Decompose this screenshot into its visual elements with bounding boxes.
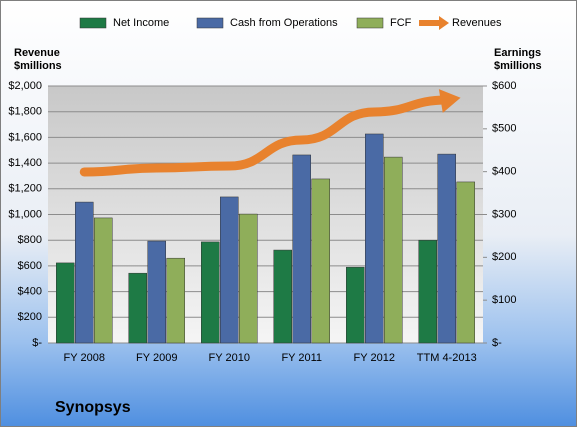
bar (128, 272, 147, 344)
bar (456, 181, 475, 344)
bar (56, 262, 75, 344)
bar (94, 217, 113, 344)
y-tick-label: $800 (18, 234, 42, 246)
y-tick-label: $600 (18, 260, 42, 272)
legend-swatch (79, 17, 107, 29)
legend-label: Cash from Operations (230, 17, 338, 29)
y-tick-label: $1,000 (8, 208, 42, 220)
legend-label: FCF (390, 17, 412, 29)
bar (384, 156, 403, 344)
bar (346, 266, 365, 344)
x-tick-label: FY 2011 (281, 352, 322, 364)
y-tick-label: $- (32, 337, 42, 349)
bar (418, 239, 437, 344)
x-tick-label: FY 2009 (136, 352, 177, 364)
legend-swatch (439, 16, 449, 30)
y-tick-label: $200 (18, 311, 42, 323)
y-tick-label: $2,000 (8, 80, 42, 92)
y2-tick-label: $- (492, 337, 502, 349)
bar (365, 133, 384, 344)
bar (75, 201, 94, 344)
y-axis-title: Revenue $millions (14, 47, 62, 72)
bar (292, 154, 311, 344)
y2-tick-label: $400 (492, 166, 516, 178)
y2-axis-title: Earnings $millions (494, 47, 542, 72)
x-tick-label: TTM 4-2013 (417, 352, 477, 364)
y-tick-label: $1,600 (8, 131, 42, 143)
bar (147, 240, 166, 344)
bar (166, 257, 185, 344)
y2-tick-label: $200 (492, 251, 516, 263)
legend-label: Revenues (452, 17, 502, 29)
bar (311, 178, 330, 344)
x-tick-label: FY 2010 (209, 352, 250, 364)
bar (220, 196, 239, 344)
legend-swatch (196, 17, 224, 29)
y-tick-label: $400 (18, 286, 42, 298)
y-tick-label: $1,400 (8, 157, 42, 169)
line (79, 95, 452, 177)
legend-label: Net Income (113, 17, 169, 29)
bar (437, 153, 456, 344)
y2-tick-label: $500 (492, 123, 516, 135)
legend-swatch (356, 17, 384, 29)
bar (273, 249, 292, 344)
y-tick-label: $1,200 (8, 183, 42, 195)
y2-tick-label: $100 (492, 294, 516, 306)
x-tick-label: FY 2008 (64, 352, 105, 364)
arrow-head (438, 89, 461, 113)
bar (201, 241, 220, 344)
x-tick-label: FY 2012 (354, 352, 395, 364)
chart-title: Synopsys (55, 399, 131, 416)
y2-tick-label: $600 (492, 80, 516, 92)
y2-tick-label: $300 (492, 208, 516, 220)
bar (239, 213, 258, 344)
y-tick-label: $1,800 (8, 106, 42, 118)
